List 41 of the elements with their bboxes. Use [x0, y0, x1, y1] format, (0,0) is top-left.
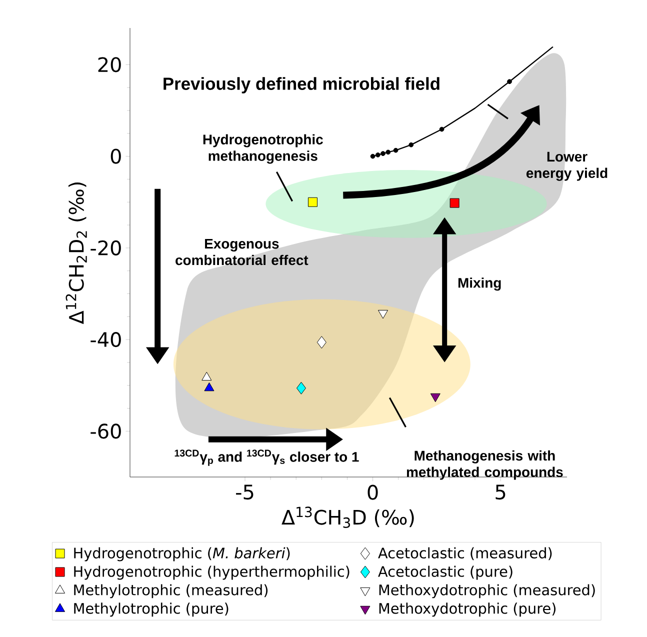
- point: [296, 382, 306, 394]
- point: [370, 154, 376, 159]
- legend-label: Hydrogenotrophic (M. barkeri): [74, 547, 290, 562]
- y-tick-label: -40: [90, 332, 121, 348]
- point: [378, 310, 388, 319]
- annotation: $^{13CD}$γ$_{p}$ and $^{13CD}$γ$_{s}$ closer to 1: [174, 450, 359, 466]
- legend-label: Acetoclastic (measured): [378, 547, 552, 560]
- x-tick-label: 5: [496, 484, 506, 500]
- x-tick-label: 0: [368, 484, 378, 500]
- point: [507, 79, 512, 84]
- point: [408, 142, 414, 148]
- annotation: Hydrogenotrophic methanogenesis: [203, 134, 323, 164]
- point: [380, 151, 386, 156]
- legend-label: Methoxydotrophic (measured): [379, 584, 595, 598]
- point: [204, 382, 214, 392]
- point: [393, 148, 398, 153]
- point: [202, 372, 212, 381]
- legend-label: Methylotrophic (measured): [74, 584, 268, 598]
- legend-label: Methylotrophic (pure): [74, 602, 228, 617]
- point: [450, 198, 460, 208]
- y-tick-label: 20: [98, 57, 121, 72]
- point: [439, 126, 444, 132]
- point: [375, 152, 380, 158]
- legend-label: Hydrogenotrophic (hyperthermophilic): [74, 566, 350, 580]
- x-tick-label: -5: [236, 484, 254, 500]
- annotation: Methanogenesis with methylated compounds: [406, 450, 563, 480]
- point: [430, 393, 440, 402]
- legend-label: Acetoclastic (pure): [378, 566, 512, 580]
- point: [386, 150, 391, 155]
- legend-label: Methoxydotrophic (pure): [379, 602, 556, 617]
- x-axis-title: Δ$^{13}$CH$_{3}$D (‰): [282, 506, 414, 528]
- annotation: Lower energy yield: [526, 152, 608, 181]
- y-tick-label: 0: [110, 148, 121, 164]
- point: [316, 336, 326, 349]
- point: [308, 197, 318, 207]
- annotation: Previously defined microbial field: [164, 77, 440, 94]
- y-axis-title: Δ$^{12}$CH$_{2}$D$_{2}$ (‰): [66, 182, 87, 324]
- y-tick-label: -60: [90, 424, 121, 439]
- y-tick-label: -20: [90, 240, 121, 256]
- annotation: Mixing: [458, 278, 501, 291]
- annotation: Exogenous combinatorial effect: [176, 238, 308, 266]
